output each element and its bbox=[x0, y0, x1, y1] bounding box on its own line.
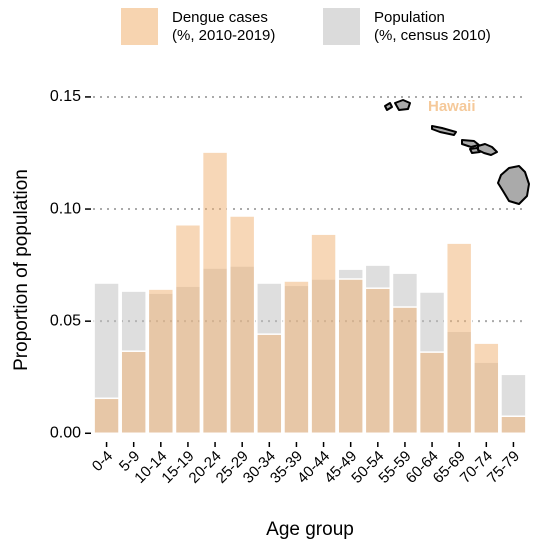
bar bbox=[364, 287, 392, 435]
bar bbox=[391, 306, 419, 435]
x-axis-label: Age group bbox=[266, 519, 354, 540]
bar bbox=[174, 223, 202, 435]
bar bbox=[201, 151, 229, 435]
bar bbox=[473, 342, 500, 435]
bar bbox=[310, 233, 337, 435]
bar bbox=[256, 333, 283, 435]
legend-swatch bbox=[121, 8, 158, 45]
bar bbox=[418, 351, 446, 435]
y-tick-label: 0.10 bbox=[50, 200, 81, 217]
y-tick-label: 0.15 bbox=[50, 88, 81, 105]
bar bbox=[147, 288, 175, 435]
bar bbox=[445, 242, 473, 435]
bar bbox=[120, 350, 147, 435]
hawaii-map bbox=[384, 99, 530, 205]
bar bbox=[500, 415, 527, 435]
bar bbox=[337, 278, 364, 435]
legend-label: Population (%, census 2010) bbox=[374, 9, 491, 44]
annotation: Hawaii bbox=[428, 98, 476, 115]
y-tick-label: 0.05 bbox=[50, 312, 81, 329]
bar bbox=[283, 280, 310, 435]
bar bbox=[93, 397, 120, 435]
x-tick-label: 0-4 bbox=[89, 448, 116, 475]
bar bbox=[228, 215, 256, 435]
y-tick-label: 0.00 bbox=[50, 424, 81, 441]
y-axis-label: Proportion of population bbox=[11, 169, 32, 371]
legend-label: Dengue cases (%, 2010-2019) bbox=[172, 9, 276, 44]
legend-swatch bbox=[323, 8, 360, 45]
